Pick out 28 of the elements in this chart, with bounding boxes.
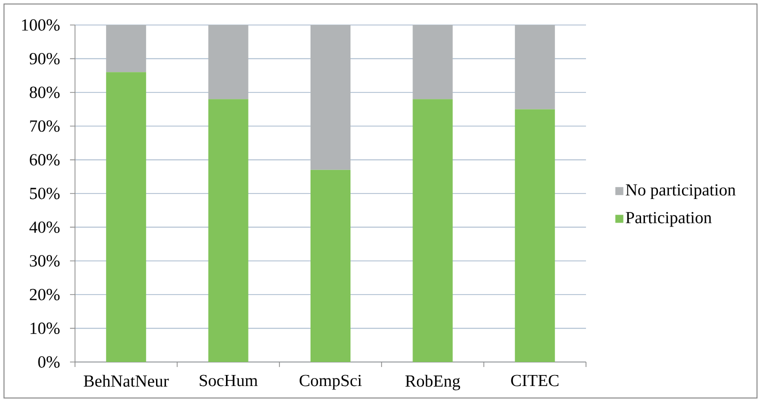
bar bbox=[208, 24, 248, 100]
bar bbox=[106, 72, 146, 362]
y-tick-label: 50% bbox=[30, 188, 60, 200]
y-tick-label: 60% bbox=[30, 154, 60, 166]
y-tick-label: 30% bbox=[30, 255, 60, 267]
bar bbox=[412, 99, 453, 362]
bar bbox=[412, 24, 453, 100]
legend-label: No participation bbox=[626, 184, 736, 200]
y-tick-label: 10% bbox=[30, 322, 60, 334]
y-tick-label: 100% bbox=[22, 19, 60, 31]
y-tick-label: 90% bbox=[30, 52, 60, 64]
y-tick-label: 0% bbox=[38, 356, 60, 368]
y-tick-label: 20% bbox=[30, 288, 60, 300]
bar bbox=[310, 170, 350, 362]
y-tick-label: 70% bbox=[30, 120, 60, 132]
x-tick-label: CompSci bbox=[300, 374, 362, 390]
bar bbox=[514, 109, 555, 362]
bar bbox=[106, 24, 146, 72]
x-tick-label: BehNatNeur bbox=[84, 374, 169, 387]
bar bbox=[208, 99, 248, 362]
y-tick-label: 40% bbox=[29, 221, 60, 233]
bar bbox=[310, 24, 350, 170]
x-tick-label: CITEC bbox=[511, 374, 558, 386]
x-tick-label: RobEng bbox=[405, 374, 460, 390]
x-tick-label: SocHum bbox=[200, 374, 258, 386]
legend-label: Participation bbox=[626, 212, 712, 227]
bar bbox=[514, 24, 555, 110]
y-tick-label: 80% bbox=[30, 86, 60, 98]
